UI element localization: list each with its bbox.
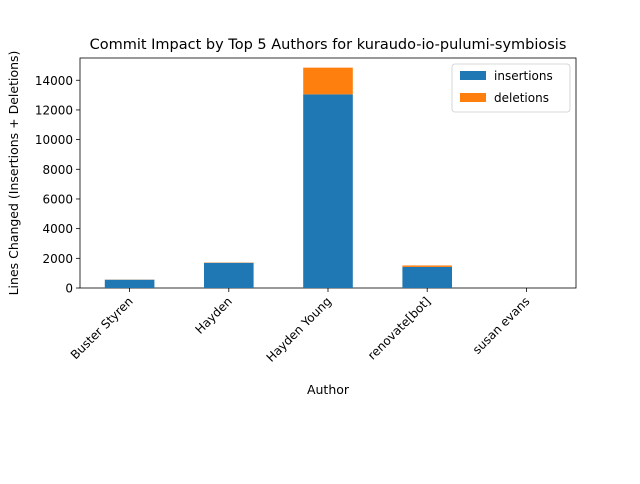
y-tick-label: 0 — [65, 282, 73, 296]
y-tick-label: 2000 — [42, 252, 73, 266]
legend: insertions deletions — [452, 64, 570, 112]
chart-title: Commit Impact by Top 5 Authors for kurau… — [90, 37, 567, 53]
bar-insertions — [204, 263, 254, 288]
y-tick-label: 8000 — [42, 163, 73, 177]
legend-swatch-deletions — [460, 93, 486, 102]
bar-insertions — [105, 280, 155, 288]
y-tick-label: 12000 — [35, 103, 73, 117]
y-tick-label: 4000 — [42, 222, 73, 236]
bar-insertions — [402, 267, 452, 288]
legend-swatch-insertions — [460, 71, 486, 80]
y-tick-label: 10000 — [35, 133, 73, 147]
bar-insertions — [303, 94, 353, 288]
y-axis-label: Lines Changed (Insertions + Deletions) — [6, 51, 21, 296]
legend-label-deletions: deletions — [494, 91, 549, 105]
bar-deletions — [402, 265, 452, 266]
legend-label-insertions: insertions — [494, 69, 553, 83]
x-axis-label: Author — [307, 382, 350, 397]
bar-deletions — [303, 68, 353, 95]
y-tick-label: 6000 — [42, 192, 73, 206]
y-tick-label: 14000 — [35, 74, 73, 88]
